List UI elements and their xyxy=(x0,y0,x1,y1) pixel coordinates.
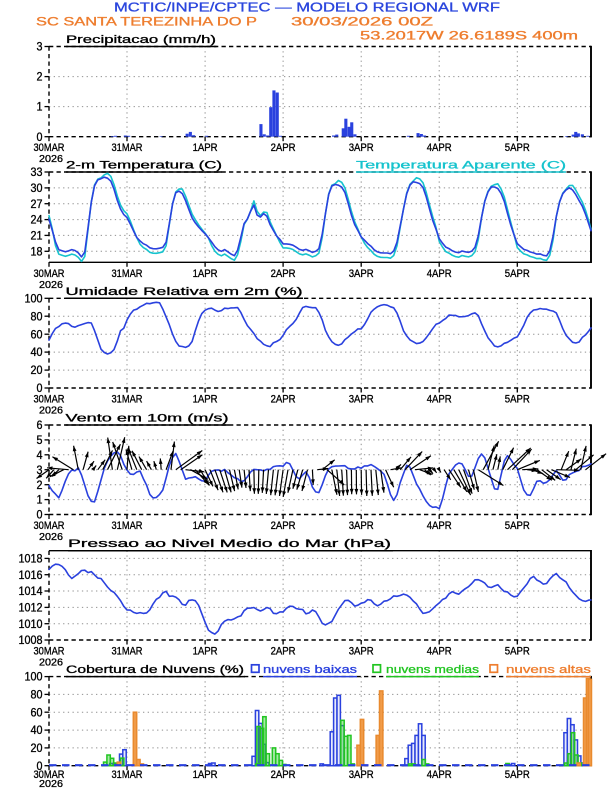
svg-text:21: 21 xyxy=(31,229,43,243)
svg-text:31MAR: 31MAR xyxy=(112,769,143,781)
svg-text:0: 0 xyxy=(37,508,43,522)
svg-text:30: 30 xyxy=(31,181,43,195)
svg-text:31MAR: 31MAR xyxy=(112,520,143,532)
svg-text:1APR: 1APR xyxy=(193,520,218,532)
svg-text:40: 40 xyxy=(31,723,43,737)
svg-text:1: 1 xyxy=(37,493,43,507)
svg-text:53.2017W 26.6189S 400m: 53.2017W 26.6189S 400m xyxy=(360,29,578,43)
svg-text:MCTIC/INPE/CPTEC — MODELO REGI: MCTIC/INPE/CPTEC — MODELO REGIONAL WRF xyxy=(114,0,500,15)
svg-text:100: 100 xyxy=(25,291,43,305)
svg-text:2APR: 2APR xyxy=(271,394,296,406)
svg-text:4APR: 4APR xyxy=(427,520,452,532)
svg-text:1APR: 1APR xyxy=(193,142,218,154)
svg-text:30/03/2026 00Z: 30/03/2026 00Z xyxy=(291,15,433,29)
svg-text:nuvens medias: nuvens medias xyxy=(386,664,480,676)
svg-text:1008: 1008 xyxy=(19,633,43,647)
svg-text:30MAR: 30MAR xyxy=(34,646,65,658)
svg-text:80: 80 xyxy=(31,688,43,702)
svg-text:3APR: 3APR xyxy=(349,142,374,154)
svg-text:1014: 1014 xyxy=(19,584,43,598)
svg-text:30MAR: 30MAR xyxy=(34,769,65,781)
svg-text:5APR: 5APR xyxy=(505,268,530,280)
svg-text:27: 27 xyxy=(31,197,43,211)
svg-text:31MAR: 31MAR xyxy=(112,646,143,658)
svg-text:5APR: 5APR xyxy=(505,142,530,154)
svg-text:100: 100 xyxy=(25,670,43,684)
svg-text:5APR: 5APR xyxy=(505,394,530,406)
svg-text:2APR: 2APR xyxy=(271,520,296,532)
svg-text:3: 3 xyxy=(37,463,43,477)
svg-text:nuvens baixas: nuvens baixas xyxy=(263,664,358,676)
svg-text:6: 6 xyxy=(37,418,43,432)
svg-text:33: 33 xyxy=(31,165,43,179)
svg-text:30MAR: 30MAR xyxy=(34,142,65,154)
svg-text:2026: 2026 xyxy=(39,778,63,790)
svg-text:1012: 1012 xyxy=(19,601,43,615)
svg-text:5APR: 5APR xyxy=(505,646,530,658)
svg-text:Pressao ao Nivel Medio do Mar: Pressao ao Nivel Medio do Mar (hPa) xyxy=(68,538,391,550)
svg-text:Cobertura de Nuvens (%): Cobertura de Nuvens (%) xyxy=(66,664,244,676)
svg-text:80: 80 xyxy=(31,309,43,323)
svg-text:18: 18 xyxy=(31,244,43,258)
svg-text:2026: 2026 xyxy=(39,405,63,417)
svg-text:nuvens altas: nuvens altas xyxy=(506,664,592,676)
svg-text:1APR: 1APR xyxy=(193,268,218,280)
svg-text:Temperatura Aparente (C): Temperatura Aparente (C) xyxy=(356,159,566,171)
svg-text:1018: 1018 xyxy=(19,552,43,566)
svg-text:3: 3 xyxy=(37,40,43,54)
svg-text:1016: 1016 xyxy=(19,568,43,582)
svg-text:0: 0 xyxy=(37,759,43,773)
svg-text:Precipitacao (mm/h): Precipitacao (mm/h) xyxy=(66,34,216,46)
svg-text:20: 20 xyxy=(31,363,43,377)
svg-text:1APR: 1APR xyxy=(193,394,218,406)
svg-text:24: 24 xyxy=(31,213,43,227)
svg-text:60: 60 xyxy=(31,327,43,341)
svg-text:1010: 1010 xyxy=(19,617,43,631)
svg-text:1APR: 1APR xyxy=(193,646,218,658)
svg-text:2APR: 2APR xyxy=(271,769,296,781)
svg-text:2: 2 xyxy=(37,70,43,84)
svg-text:2026: 2026 xyxy=(39,279,63,291)
svg-text:Umidade Relativa em 2m (%): Umidade Relativa em 2m (%) xyxy=(66,286,303,298)
svg-text:40: 40 xyxy=(31,345,43,359)
svg-text:2026: 2026 xyxy=(39,657,63,669)
svg-text:4APR: 4APR xyxy=(427,769,452,781)
svg-text:30MAR: 30MAR xyxy=(34,394,65,406)
svg-text:30MAR: 30MAR xyxy=(34,268,65,280)
svg-text:31MAR: 31MAR xyxy=(112,142,143,154)
svg-text:60: 60 xyxy=(31,705,43,719)
svg-text:31MAR: 31MAR xyxy=(112,268,143,280)
svg-text:0: 0 xyxy=(37,381,43,395)
svg-text:4: 4 xyxy=(37,448,43,462)
svg-text:5APR: 5APR xyxy=(505,769,530,781)
svg-text:31MAR: 31MAR xyxy=(112,394,143,406)
svg-text:2026: 2026 xyxy=(39,531,63,543)
svg-text:1: 1 xyxy=(37,100,43,114)
svg-text:5APR: 5APR xyxy=(505,520,530,532)
svg-text:3APR: 3APR xyxy=(349,394,374,406)
svg-text:2APR: 2APR xyxy=(271,268,296,280)
svg-text:4APR: 4APR xyxy=(427,646,452,658)
svg-text:4APR: 4APR xyxy=(427,394,452,406)
svg-text:20: 20 xyxy=(31,741,43,755)
svg-text:2-m Temperatura (C): 2-m Temperatura (C) xyxy=(66,159,222,171)
svg-text:4APR: 4APR xyxy=(427,268,452,280)
svg-text:Vento em 10m (m/s): Vento em 10m (m/s) xyxy=(66,412,229,424)
svg-text:3APR: 3APR xyxy=(349,268,374,280)
svg-text:2APR: 2APR xyxy=(271,142,296,154)
svg-text:SC SANTA TEREZINHA DO P: SC SANTA TEREZINHA DO P xyxy=(36,15,257,29)
svg-text:3APR: 3APR xyxy=(349,520,374,532)
svg-text:0: 0 xyxy=(37,130,43,144)
svg-text:5: 5 xyxy=(37,433,43,447)
svg-text:3APR: 3APR xyxy=(349,646,374,658)
svg-text:2: 2 xyxy=(37,478,43,492)
svg-text:30MAR: 30MAR xyxy=(34,520,65,532)
svg-text:2026: 2026 xyxy=(39,153,63,165)
svg-text:3APR: 3APR xyxy=(349,769,374,781)
svg-text:4APR: 4APR xyxy=(427,142,452,154)
svg-text:1APR: 1APR xyxy=(193,769,218,781)
svg-text:2APR: 2APR xyxy=(271,646,296,658)
